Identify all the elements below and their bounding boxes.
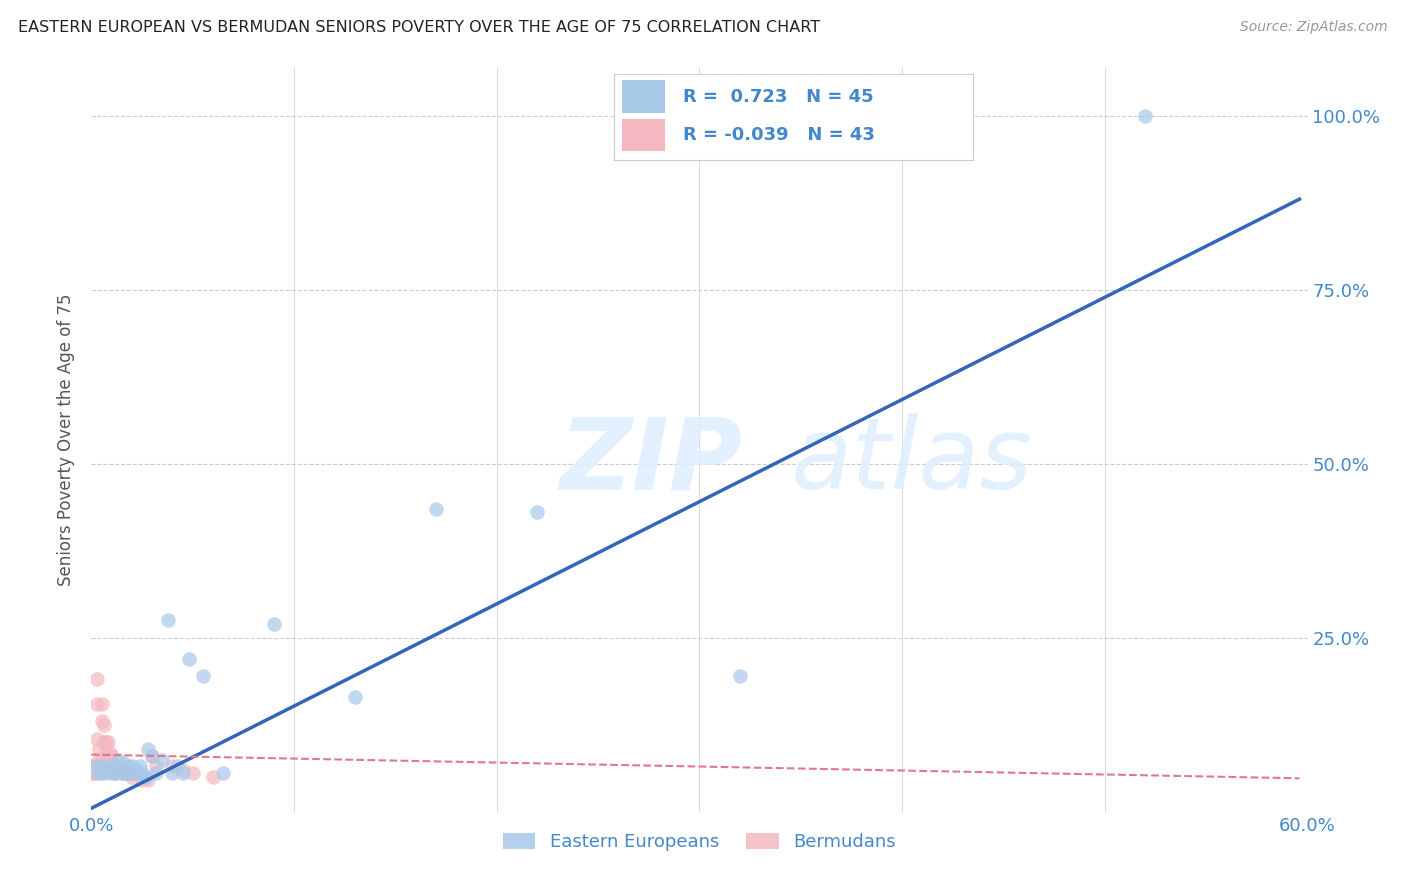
Point <box>343 690 366 704</box>
Point <box>263 616 285 631</box>
Point <box>117 766 139 780</box>
Point <box>526 505 548 519</box>
Point <box>84 759 107 773</box>
Point <box>425 502 447 516</box>
Point <box>86 731 108 746</box>
Point <box>103 766 125 780</box>
Point <box>202 770 225 784</box>
Point <box>129 759 152 773</box>
Point <box>125 763 148 777</box>
Text: atlas: atlas <box>790 413 1032 510</box>
Point <box>90 759 112 773</box>
Point <box>80 766 103 780</box>
Point <box>172 766 194 780</box>
Point <box>93 763 115 777</box>
Point <box>94 746 117 760</box>
Point <box>150 752 173 766</box>
Point <box>145 766 167 780</box>
Point <box>136 742 159 756</box>
Point <box>100 759 122 773</box>
Point <box>115 766 138 780</box>
Point <box>104 759 127 773</box>
Point <box>162 759 184 773</box>
Point <box>93 717 115 731</box>
Point <box>104 766 127 780</box>
Point <box>100 749 122 764</box>
Point <box>191 669 214 683</box>
Point <box>728 669 751 683</box>
Point <box>145 759 167 773</box>
Text: EASTERN EUROPEAN VS BERMUDAN SENIORS POVERTY OVER THE AGE OF 75 CORRELATION CHAR: EASTERN EUROPEAN VS BERMUDAN SENIORS POV… <box>18 20 821 35</box>
Point <box>107 759 129 773</box>
Point <box>86 759 108 773</box>
Point <box>127 766 149 780</box>
Point <box>1135 109 1157 123</box>
Point <box>93 735 115 749</box>
Point <box>80 763 103 777</box>
Point <box>136 773 159 788</box>
Point <box>90 752 112 766</box>
Point <box>181 766 204 780</box>
Point <box>118 766 141 780</box>
Point <box>121 770 143 784</box>
Point <box>94 735 117 749</box>
Point <box>82 766 104 780</box>
Point <box>90 697 112 711</box>
Point <box>97 752 120 766</box>
Point <box>84 766 107 780</box>
Point <box>94 766 117 780</box>
Point <box>107 752 129 766</box>
Point <box>89 742 111 756</box>
Point <box>86 697 108 711</box>
Point <box>111 766 134 780</box>
Point <box>98 759 121 773</box>
Point <box>90 766 112 780</box>
Point <box>89 759 111 773</box>
Point <box>111 763 134 777</box>
Point <box>90 714 112 729</box>
Y-axis label: Seniors Poverty Over the Age of 75: Seniors Poverty Over the Age of 75 <box>58 293 76 585</box>
Point <box>108 763 131 777</box>
Point <box>86 673 108 687</box>
Text: ZIP: ZIP <box>560 413 742 510</box>
Point <box>108 763 131 777</box>
Point <box>80 759 103 773</box>
Text: Source: ZipAtlas.com: Source: ZipAtlas.com <box>1240 20 1388 34</box>
Point <box>172 763 194 777</box>
Point <box>89 766 111 780</box>
Point <box>100 763 122 777</box>
Point <box>141 749 163 764</box>
Legend: Eastern Europeans, Bermudans: Eastern Europeans, Bermudans <box>496 826 903 859</box>
Point <box>131 773 153 788</box>
Point <box>111 766 134 780</box>
Point <box>162 766 184 780</box>
Point <box>98 746 121 760</box>
Point <box>82 759 104 773</box>
Point <box>89 752 111 766</box>
Point <box>97 735 120 749</box>
Point <box>117 759 139 773</box>
Point <box>103 759 125 773</box>
Point <box>131 766 153 780</box>
Point <box>97 763 120 777</box>
Point <box>107 763 129 777</box>
Point <box>177 651 200 665</box>
Point <box>141 749 163 764</box>
Point <box>125 766 148 780</box>
Point <box>212 766 235 780</box>
Point <box>100 766 122 780</box>
Point <box>135 770 157 784</box>
Point <box>157 613 180 627</box>
Point <box>121 759 143 773</box>
Point <box>112 756 135 770</box>
Point <box>98 759 121 773</box>
Point <box>115 766 138 780</box>
Point <box>166 759 188 773</box>
Point <box>122 766 145 780</box>
